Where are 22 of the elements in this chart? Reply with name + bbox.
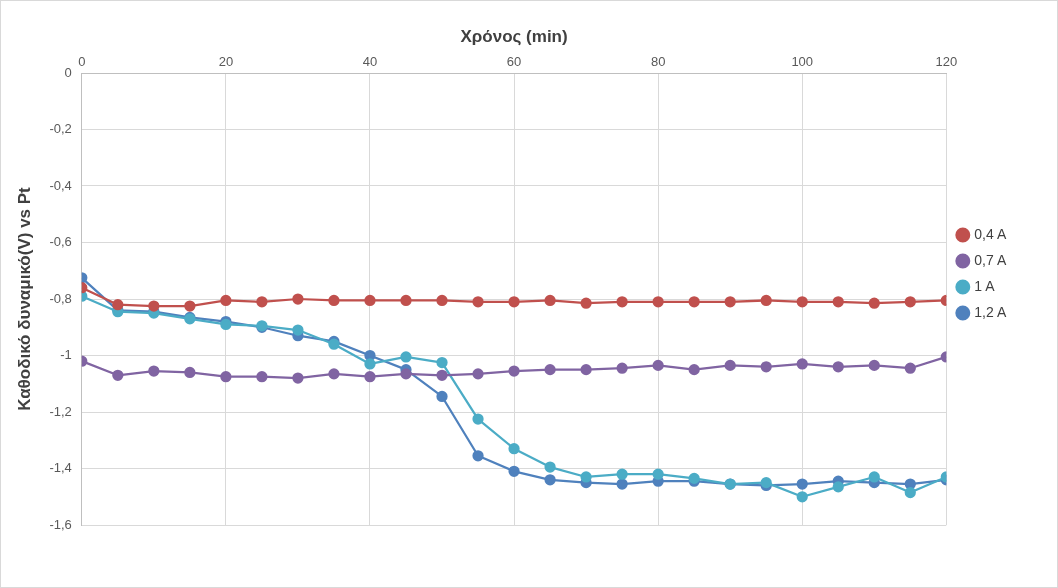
legend-label: 1,2 A — [974, 303, 1007, 320]
y-tick-label: 0 — [64, 64, 72, 80]
y-tick-label: -0,6 — [49, 234, 72, 250]
legend-label: 0,4 A — [974, 225, 1007, 242]
legend-label: 0,7 A — [974, 251, 1007, 268]
x-tick-label: 100 — [791, 53, 814, 69]
y-tick-label: -1,4 — [49, 460, 72, 476]
x-tick-label: 20 — [218, 53, 234, 69]
x-tick-label: 0 — [78, 53, 86, 69]
y-tick-label: -1,6 — [49, 516, 72, 532]
y-axis-title: Καθοδικό δυναμικό(V) vs Pt — [14, 186, 34, 411]
y-tick-label: -1 — [60, 347, 72, 363]
y-tick-label: -1,2 — [49, 403, 72, 419]
legend-label: 1 A — [974, 277, 996, 294]
x-tick-label: 80 — [650, 53, 666, 69]
x-tick-label: 120 — [935, 53, 958, 69]
x-tick-label: 40 — [362, 53, 378, 69]
x-axis-title: Χρόνος (min) — [460, 26, 568, 46]
y-tick-label: -0,2 — [49, 121, 72, 137]
x-tick-label: 60 — [506, 53, 522, 69]
y-tick-label: -0,8 — [49, 290, 72, 306]
y-tick-label: -0,4 — [49, 177, 72, 193]
